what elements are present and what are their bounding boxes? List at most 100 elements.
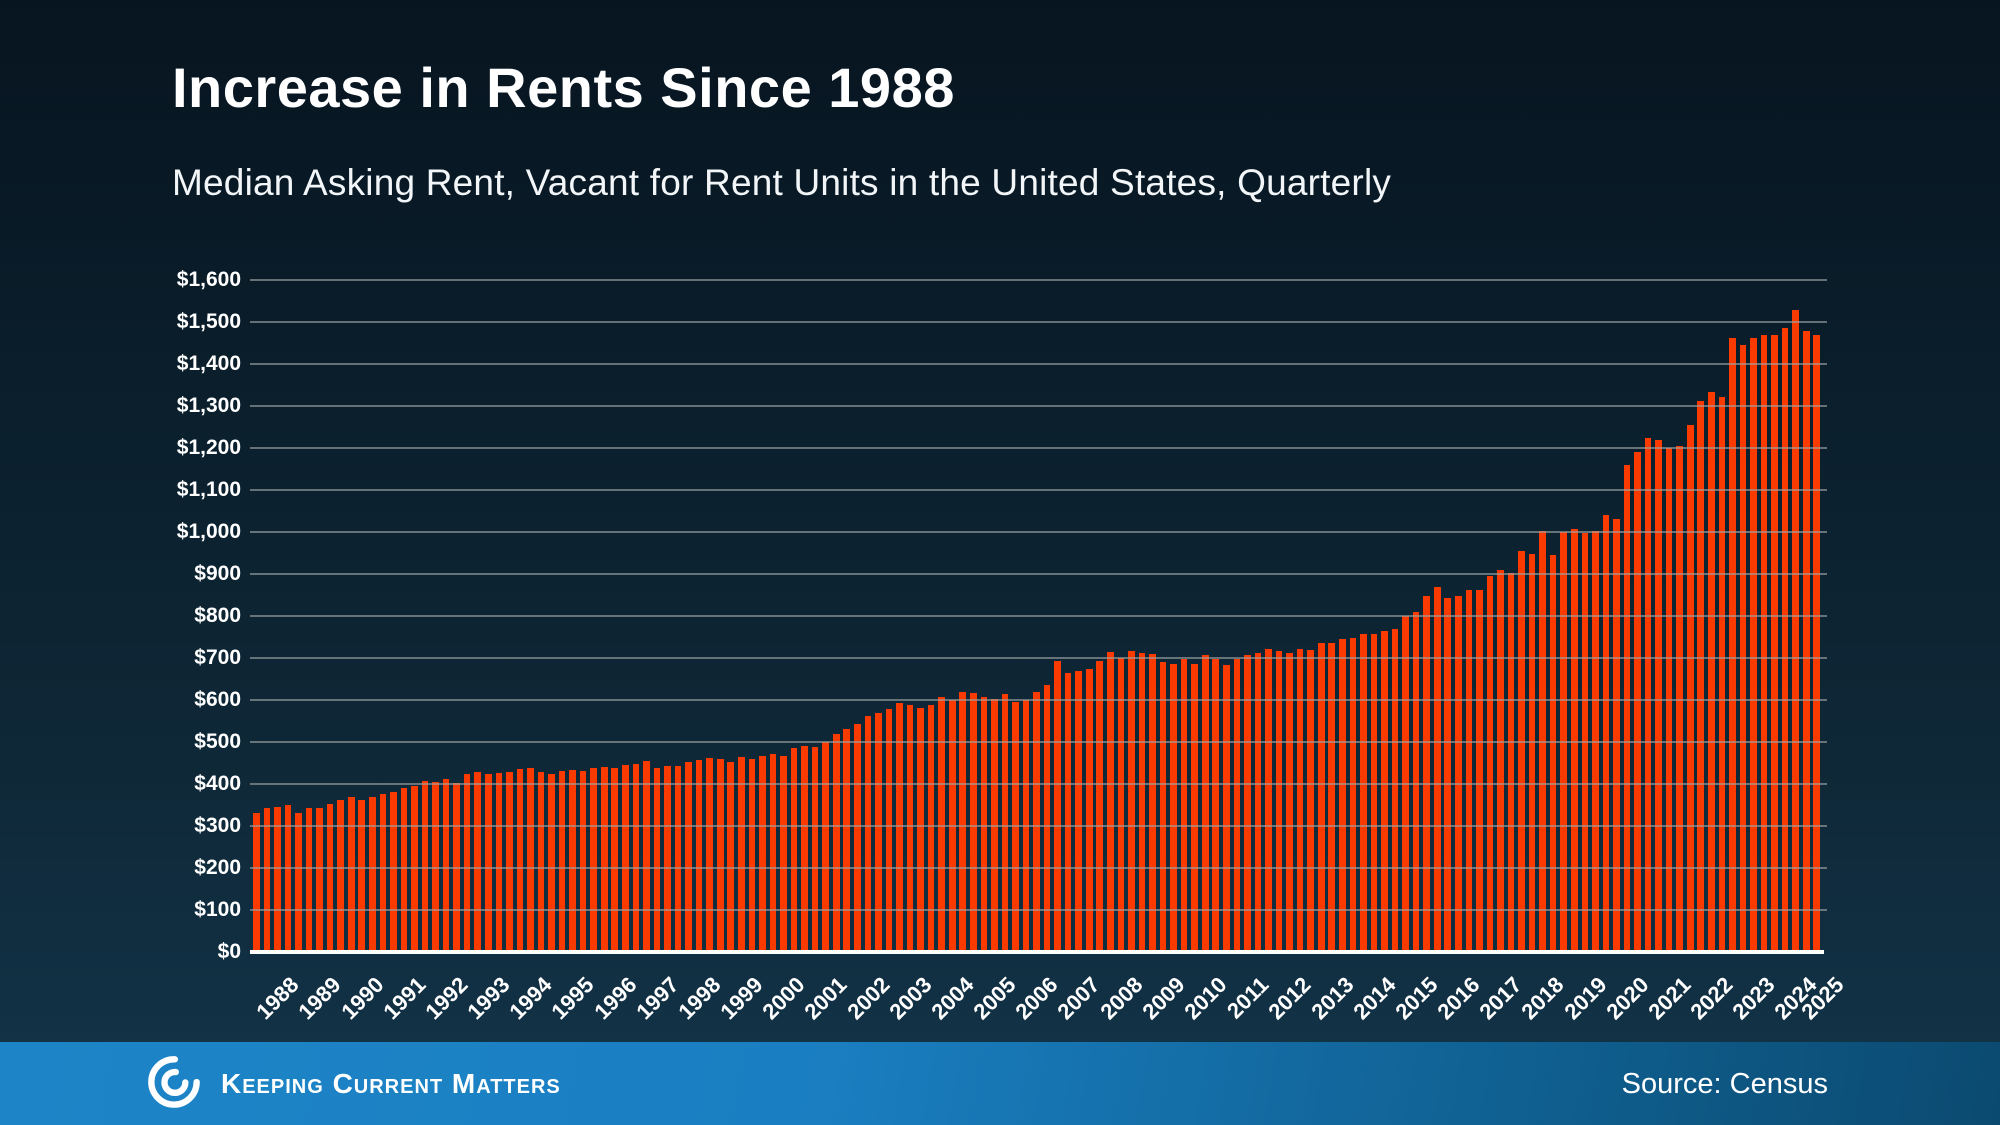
- bar-1988-q1: [253, 813, 260, 952]
- x-tick-label-2013: 2013: [1305, 972, 1359, 1025]
- bar-2009-q4: [1170, 664, 1177, 952]
- gridline-500: [250, 741, 1827, 743]
- x-tick-label-2011: 2011: [1222, 972, 1274, 1024]
- bar-2021-q1: [1644, 437, 1652, 952]
- x-tick-label-1991: 1991: [378, 972, 431, 1025]
- bar-2013-q1: [1307, 650, 1314, 952]
- bar-2007-q3: [1075, 671, 1083, 952]
- y-tick-label-1000: $1,000: [176, 520, 241, 543]
- bar-2011-q3: [1244, 655, 1251, 952]
- bar-1997-q1: [632, 763, 640, 952]
- x-tick-label-2004: 2004: [926, 972, 979, 1025]
- bar-2003-q1: [885, 709, 893, 952]
- gridline-900: [250, 573, 1827, 575]
- x-tick-label-1988: 1988: [251, 972, 304, 1025]
- bar-2002-q1: [843, 728, 851, 952]
- bar-2013-q3: [1328, 642, 1336, 952]
- brand-name: Keeping Current Matters: [221, 1068, 561, 1099]
- bar-1989-q2: [305, 807, 313, 952]
- bar-2017-q3: [1497, 569, 1504, 952]
- bar-2005-q2: [980, 697, 988, 952]
- bar-1988-q2: [263, 807, 271, 952]
- page-title: Increase in Rents Since 1988: [172, 56, 955, 119]
- bar-2000-q1: [759, 755, 766, 952]
- bar-1999-q3: [738, 757, 745, 952]
- y-tick-label-800: $800: [194, 604, 241, 627]
- x-tick-label-2020: 2020: [1601, 972, 1654, 1025]
- bar-1997-q2: [643, 761, 650, 952]
- bar-2001-q4: [832, 734, 840, 952]
- bar-1992-q3: [442, 778, 450, 952]
- x-tick-label-2016: 2016: [1432, 972, 1485, 1025]
- x-tick-label-1989: 1989: [293, 972, 346, 1025]
- bar-2020-q1: [1602, 515, 1610, 952]
- bar-1991-q1: [379, 794, 387, 952]
- gridline-1300: [250, 405, 1827, 407]
- y-tick-label-1500: $1,500: [176, 310, 241, 333]
- bar-2016-q3: [1454, 596, 1462, 952]
- bar-2007-q4: [1085, 668, 1093, 952]
- bar-2004-q1: [927, 704, 935, 952]
- bar-2014-q2: [1360, 634, 1367, 952]
- gridline-1100: [250, 489, 1827, 491]
- bar-2011-q4: [1254, 652, 1262, 952]
- x-tick-label-2021: 2021: [1643, 972, 1696, 1025]
- bar-2011-q2: [1233, 659, 1241, 952]
- plot-area: [250, 279, 1827, 952]
- bar-2022-q4: [1718, 396, 1726, 952]
- bar-1998-q4: [706, 758, 713, 952]
- x-tick-label-2001: 2001: [799, 972, 853, 1025]
- bar-1990-q2: [347, 797, 355, 952]
- gridline-400: [250, 783, 1827, 785]
- gridline-1000: [250, 531, 1827, 533]
- bar-2024-q4: [1802, 331, 1810, 952]
- bar-2004-q4: [959, 692, 967, 952]
- bar-1988-q4: [284, 805, 292, 952]
- bar-2017-q1: [1476, 589, 1483, 952]
- x-tick-label-1997: 1997: [631, 972, 684, 1025]
- bar-1994-q3: [527, 768, 534, 952]
- bar-1998-q2: [685, 761, 692, 952]
- gridline-800: [250, 615, 1827, 617]
- bar-1994-q2: [516, 768, 524, 952]
- bar-1999-q4: [748, 758, 756, 952]
- bar-1993-q4: [495, 772, 503, 952]
- bar-2005-q1: [969, 692, 977, 952]
- bar-2001-q3: [822, 741, 829, 952]
- bar-2003-q3: [906, 704, 914, 952]
- bar-1994-q1: [506, 771, 513, 952]
- bar-1997-q3: [653, 768, 661, 952]
- bar-2018-q2: [1528, 554, 1536, 952]
- bar-1991-q3: [400, 788, 408, 952]
- bar-2002-q3: [864, 715, 872, 952]
- bar-2024-q1: [1771, 334, 1778, 952]
- bar-2012-q2: [1275, 651, 1283, 952]
- bar-1990-q1: [337, 800, 344, 952]
- bar-2010-q4: [1212, 658, 1220, 952]
- gridline-1500: [250, 321, 1827, 323]
- bar-2008-q2: [1107, 651, 1114, 952]
- bar-2014-q3: [1370, 634, 1378, 952]
- x-tick-label-2000: 2000: [757, 972, 810, 1025]
- y-tick-label-400: $400: [194, 772, 241, 795]
- x-tick-label-2006: 2006: [1010, 972, 1063, 1025]
- bar-2020-q2: [1613, 519, 1620, 952]
- y-tick-label-700: $700: [194, 646, 241, 669]
- x-tick-label-2012: 2012: [1263, 972, 1316, 1025]
- x-tick-label-1993: 1993: [462, 972, 515, 1025]
- bar-1990-q4: [368, 797, 376, 952]
- bar-2002-q2: [853, 723, 861, 952]
- bar-2013-q4: [1338, 638, 1346, 952]
- y-tick-label-1100: $1,100: [176, 478, 241, 501]
- x-tick-label-2022: 2022: [1685, 972, 1738, 1025]
- y-tick-label-200: $200: [194, 856, 241, 879]
- x-axis-line: [250, 950, 1824, 954]
- source-label: Source: Census: [1621, 1068, 1828, 1100]
- bar-2023-q4: [1760, 335, 1768, 952]
- bar-2008-q4: [1128, 650, 1135, 952]
- x-tick-label-1990: 1990: [335, 972, 389, 1025]
- bar-2016-q2: [1444, 597, 1452, 952]
- x-tick-label-2023: 2023: [1727, 972, 1780, 1025]
- y-tick-label-500: $500: [194, 730, 241, 753]
